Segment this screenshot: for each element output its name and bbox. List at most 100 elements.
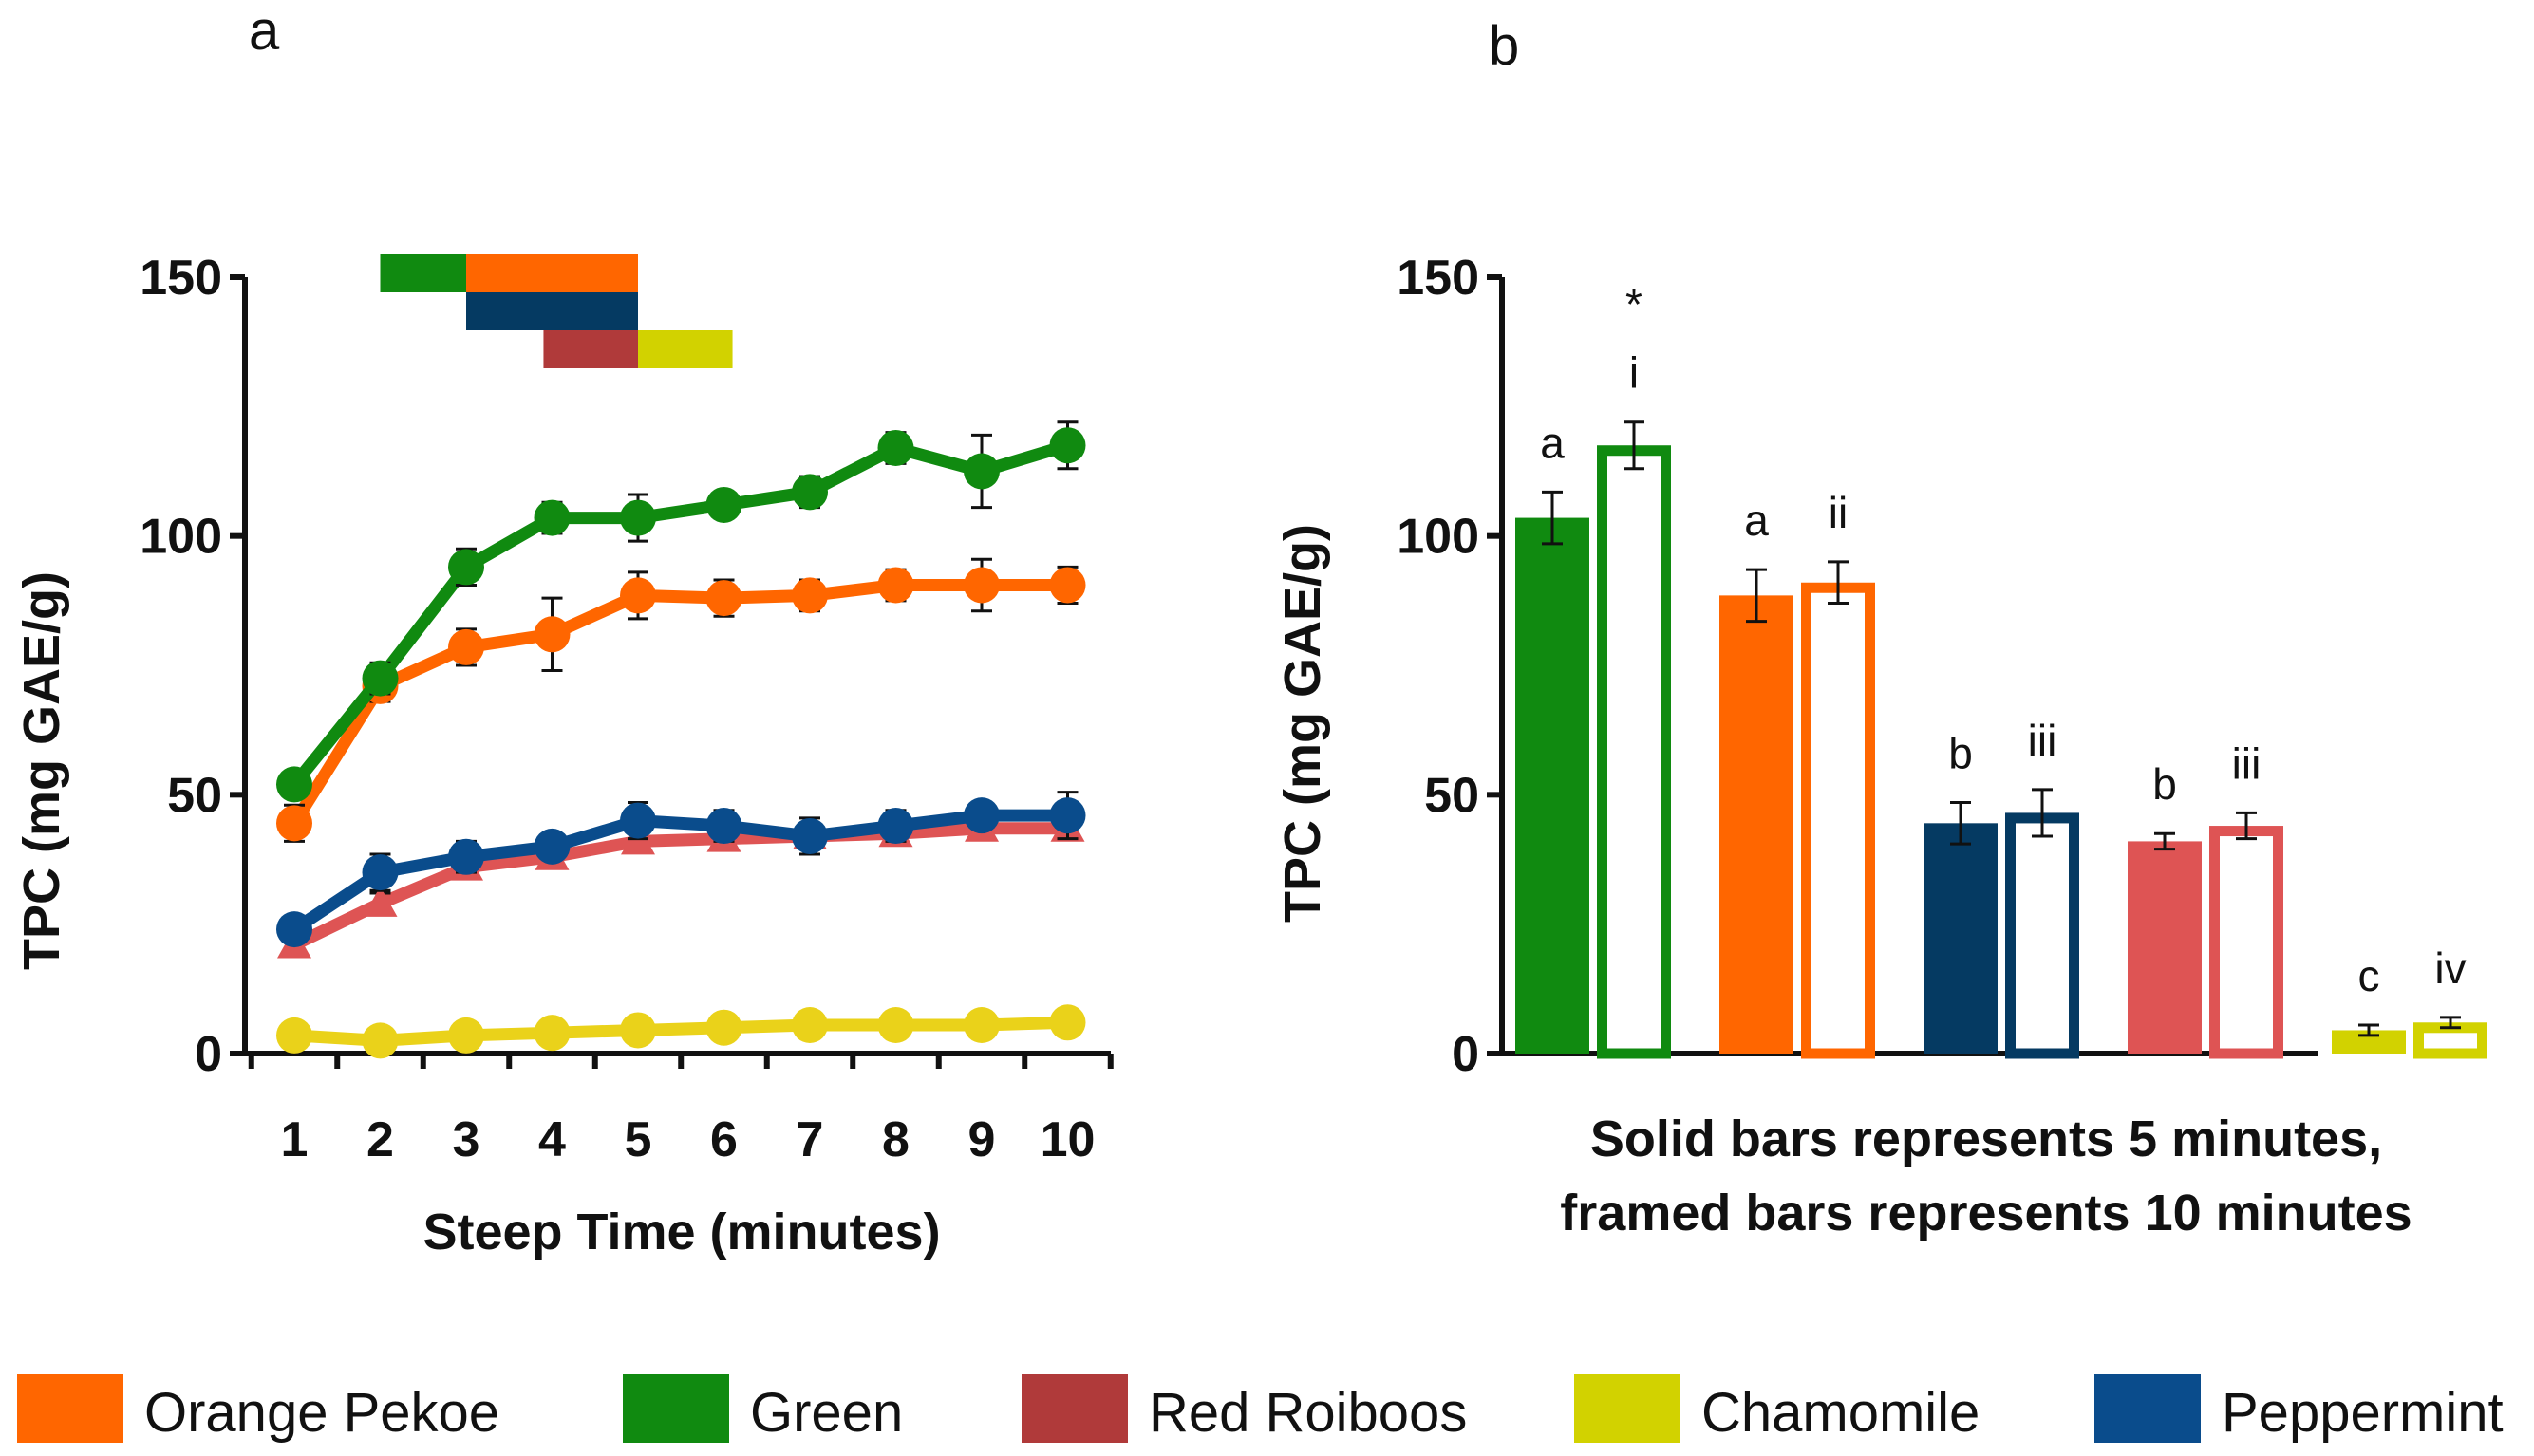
legend-swatch-chamomile [1574,1374,1680,1443]
bar-framed-green [1597,445,1671,1059]
data-point-chamomile [792,1007,828,1044]
series-orange-pekoe [276,557,1086,843]
panel-b-y-tick-label: 50 [1424,768,1479,823]
panel-a: a 0 50 100 150 1 2 3 4 5 6 7 8 9 10 Steep Time (minut… [13,0,1114,1260]
bar-solid-peppermint [1924,823,1998,1054]
error-bar [1828,560,1849,606]
data-point-peppermint [705,808,742,845]
panel-a-x-tick-label: 5 [625,1112,652,1167]
series-line-peppermint [291,809,1068,935]
significance-bar-orange-pekoe [466,254,638,292]
panel-b-label: b [1489,15,1519,77]
panel-a-y-tick-label: 100 [140,510,222,565]
data-point-orange-pekoe [705,580,742,617]
legend-label: Peppermint [2222,1382,2504,1444]
panel-a-label: a [249,0,280,62]
data-point-chamomile [362,1022,399,1059]
series-peppermint [276,791,1086,948]
data-point-peppermint [276,911,312,948]
data-point-green [877,429,914,466]
data-point-chamomile [705,1009,742,1046]
significance-letter: c [2358,951,2380,1000]
panel-a-y-tick-label: 150 [140,251,222,306]
panel-a-x-tick-label: 6 [710,1112,738,1167]
data-point-chamomile [877,1007,914,1044]
bar-group-red-roiboos: b iii [2128,738,2283,1059]
error-bar [2154,831,2175,851]
series-line-green [289,439,1070,789]
error-bar [1746,568,1767,624]
legend-swatch-peppermint [2094,1374,2201,1443]
panel-a-x-tick-label: 4 [538,1112,566,1167]
legend-label: Red Roiboos [1149,1382,1467,1444]
data-point-peppermint [877,808,914,845]
data-point-orange-pekoe [964,567,1000,604]
bar-group-peppermint: b iii [1924,716,2079,1059]
data-point-green [362,660,399,697]
panel-a-x-tick-label: 10 [1041,1112,1096,1167]
bar-framed-peppermint [2005,812,2079,1059]
series-line-orange-pekoe [289,578,1068,827]
panel-b-x-axis-title-line-2: framed bars represents 10 minutes [1560,1185,2412,1241]
data-point-orange-pekoe [276,805,312,842]
legend-swatch-orange-pekoe [17,1374,123,1443]
panel-b-y-tick-label: 100 [1397,510,1479,565]
data-point-green [620,499,656,536]
legend-item-chamomile: Chamomile [1574,1374,1980,1444]
data-point-green [1049,427,1086,464]
bar-framed-red-roiboos [2209,826,2283,1059]
legend-item-orange-pekoe: Orange Pekoe [17,1374,499,1444]
bar-solid-green [1515,517,1589,1054]
panel-a-x-axis-title: Steep Time (minutes) [422,1204,940,1260]
data-point-peppermint [964,797,1000,834]
panel-a-x-tick-label: 3 [453,1112,480,1167]
data-point-orange-pekoe [1049,567,1086,604]
bar-solid-red-roiboos [2128,841,2202,1054]
data-point-peppermint [620,802,656,839]
error-bar [2032,788,2053,838]
panel-b-y-axis-title: TPC (mg GAE/g) [1274,524,1331,923]
legend-item-peppermint: Peppermint [2094,1374,2504,1444]
panel-a-x-tick-label: 2 [366,1112,394,1167]
error-bar [2358,1023,2379,1037]
series-line-red-roiboos [291,822,1068,951]
legend-swatch-red-roiboos [1022,1374,1128,1443]
data-point-peppermint [448,838,484,875]
data-point-orange-pekoe [620,577,656,614]
significance-letter: ii [1829,488,1848,537]
data-point-green [964,453,1000,490]
panel-a-y-tick-label: 50 [167,768,222,823]
significance-letter: a [1540,418,1565,467]
significance-letter: b [2152,759,2177,809]
data-point-chamomile [276,1017,312,1054]
panel-b-y-tick-label: 150 [1397,251,1479,306]
series-green [276,420,1086,803]
series-line-chamomile [293,1016,1068,1047]
panel-a-x-tick-label: 1 [281,1112,309,1167]
data-point-chamomile [448,1017,484,1054]
data-point-peppermint [1049,797,1086,834]
legend-swatch-green [623,1374,729,1443]
panel-a-significance-bars [380,254,733,368]
bar-group-orange-pekoe: a ii [1719,488,1875,1059]
data-point-red-roiboos [363,886,398,917]
data-point-green [792,474,828,511]
bar-group-green: ai [1515,348,1671,1059]
panel-a-y-tick-label: 0 [195,1027,222,1082]
series-red-roiboos [277,811,1085,959]
bar-group-chamomile: c iv [2332,943,2487,1059]
bar-solid-orange-pekoe [1719,595,1793,1054]
bar-framed-chamomile [2413,1022,2487,1059]
series-chamomile [276,1004,1086,1059]
panel-a-x-tick-label: 8 [882,1112,910,1167]
panel-a-x-tick-label: 9 [968,1112,996,1167]
bar-framed-orange-pekoe [1801,582,1875,1059]
error-bar [2236,811,2257,841]
significance-letter: iv [2434,943,2466,993]
legend-item-red-roiboos: Red Roiboos [1022,1374,1467,1444]
legend-label: Chamomile [1701,1382,1980,1444]
significance-asterisk: * [1625,280,1642,329]
data-point-green [705,486,742,523]
